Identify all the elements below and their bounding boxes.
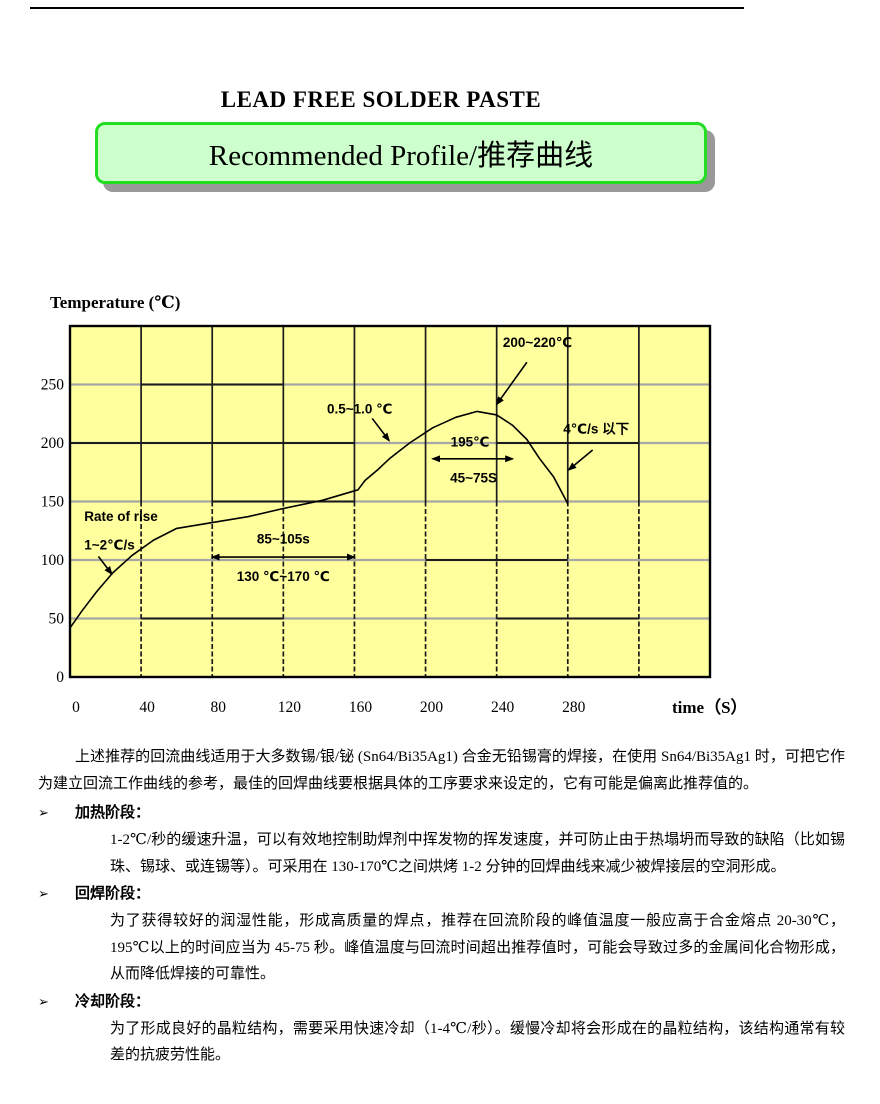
y-tick-label: 150 [41, 494, 65, 511]
x-tick-label: 280 [562, 699, 586, 716]
section-heating: ➢ 加热阶段： 1-2℃/秒的缓速升温，可以有效地控制助焊剂中挥发物的挥发速度，… [38, 800, 845, 880]
banner-label: Recommended Profile/推荐曲线 [208, 140, 594, 172]
section-label-heating: 加热阶段： [75, 805, 151, 821]
rate-of-rise-label: Rate of rise [84, 509, 158, 524]
ramp-rate-arrow [371, 417, 391, 442]
body-text: 上述推荐的回流曲线适用于大多数锡/银/铋 (Sn64/Bi35Ag1) 合金无铅… [38, 744, 845, 1069]
x-axis-title: time（S） [672, 697, 748, 717]
time-above-liquidus: 45~75S [450, 471, 497, 486]
plot-border [68, 324, 712, 679]
page-title: LEAD FREE SOLDER PASTE [220, 87, 542, 113]
peak-temp: 200~220℃ [503, 335, 572, 350]
cooling-rate: 4℃/s 以下 [563, 421, 629, 436]
x-tick-label: 200 [420, 699, 444, 716]
peak-arrow [495, 361, 528, 406]
rate-of-rise-value: 1~2℃/s [84, 537, 135, 552]
y-tick-label: 50 [49, 611, 65, 628]
x-tick-label: 240 [491, 699, 515, 716]
y-tick-label: 250 [41, 377, 65, 394]
recommended-profile-banner: Recommended Profile/推荐曲线 [95, 122, 707, 184]
cooling-arrow [567, 449, 594, 471]
x-tick-label: 40 [139, 699, 155, 716]
x-tick-label: 160 [349, 699, 373, 716]
section-reflow: ➢ 回焊阶段： 为了获得较好的润湿性能，形成高质量的焊点，推荐在回流阶段的峰值温… [38, 881, 845, 988]
section-text-reflow: 为了获得较好的润湿性能，形成高质量的焊点，推荐在回流阶段的峰值温度一般应高于合金… [110, 913, 845, 982]
profile-curve [69, 410, 569, 629]
reflow-profile-chart-svg: Rate of rise 1~2℃/s 85~105s 130 ℃~170 ℃ 0.5~… [41, 293, 748, 717]
x-tick-label: 120 [278, 699, 302, 716]
y-tick-label: 200 [41, 435, 65, 452]
ramp-to-peak-rate: 0.5~1.0 ℃ [327, 402, 393, 417]
x-tick-label: 80 [210, 699, 226, 716]
section-text-cooling: 为了形成良好的晶粒结构，需要采用快速冷却（1-4℃/秒）。缓慢冷却将会形成在的晶… [110, 1020, 845, 1064]
intro-paragraph: 上述推荐的回流曲线适用于大多数锡/银/铋 (Sn64/Bi35Ag1) 合金无铅… [38, 749, 845, 792]
section-cooling: ➢ 冷却阶段： 为了形成良好的晶粒结构，需要采用快速冷却（1-4℃/秒）。缓慢冷… [38, 989, 845, 1069]
section-text-heating: 1-2℃/秒的缓速升温，可以有效地控制助焊剂中挥发物的挥发速度，并可防止由于热塌… [110, 832, 845, 875]
x-tick-label: 0 [72, 699, 80, 716]
arrow-bullet-icon: ➢ [38, 887, 49, 902]
rate-of-rise-arrow [97, 556, 113, 576]
liquidus-temp: 195℃ [451, 434, 490, 449]
soak-temp-range: 130 ℃~170 ℃ [237, 569, 330, 584]
soak-duration: 85~105s [257, 531, 310, 546]
arrow-bullet-icon: ➢ [38, 994, 49, 1010]
section-label-cooling: 冷却阶段： [75, 993, 151, 1010]
y-tick-label: 100 [41, 552, 65, 569]
arrow-bullet-icon: ➢ [38, 806, 49, 821]
y-tick-label: 0 [56, 669, 64, 686]
top-rule [30, 7, 744, 9]
reflow-profile-chart: Rate of rise 1~2℃/s 85~105s 130 ℃~170 ℃ 0.5~… [0, 280, 880, 730]
y-axis-title: Temperature (℃) [50, 293, 180, 312]
section-label-reflow: 回焊阶段： [75, 886, 151, 902]
